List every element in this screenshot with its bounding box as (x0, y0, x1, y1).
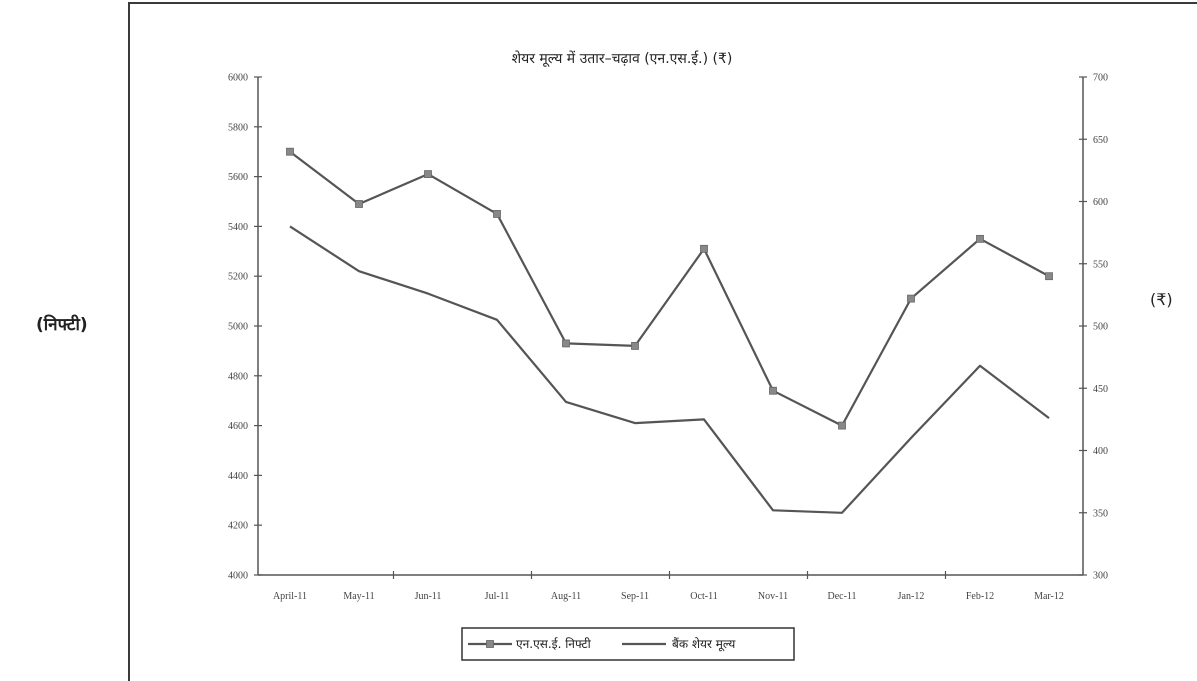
series-1-point (838, 421, 846, 430)
legend-label-2: बैंक शेयर मूल्य (672, 637, 736, 652)
right-axis-tick-label: 400 (1093, 446, 1108, 457)
series-1-point (631, 342, 639, 350)
left-axis-tick-label: 4800 (228, 371, 248, 382)
legend-marker-1 (486, 640, 494, 648)
series-1-point (493, 210, 501, 218)
right-axis-tick-label: 700 (1093, 73, 1108, 84)
left-axis-tick-label: 5600 (228, 172, 248, 183)
series-1-point (907, 294, 915, 303)
series-1-point (1045, 272, 1053, 281)
left-axis-tick-label: 5000 (228, 322, 248, 333)
right-axis-tick-label: 550 (1093, 259, 1108, 270)
x-axis-tick-label: Sep-11 (621, 591, 649, 602)
series-1-point (355, 200, 363, 208)
series-1-point (769, 386, 777, 395)
x-axis-tick-label: Feb-12 (966, 591, 994, 602)
series-line-2 (289, 225, 1050, 514)
right-axis-tick-label: 650 (1093, 135, 1108, 146)
x-axis-tick-label: Jul-11 (485, 591, 510, 602)
left-axis-tick-label: 5400 (228, 222, 248, 233)
x-axis-tick-label: April-11 (273, 591, 307, 602)
series-group (286, 147, 1053, 514)
x-axis-tick-label: Oct-11 (690, 591, 717, 602)
left-axis-tick-label: 5800 (228, 122, 248, 133)
x-axis-tick-label: Dec-11 (827, 591, 856, 602)
right-axis-tick-label: 600 (1093, 197, 1108, 208)
series-1-point (562, 339, 570, 348)
x-axis-tick-label: Mar-12 (1034, 591, 1064, 602)
left-axis-tick-label: 4000 (228, 571, 248, 582)
x-axis-tick-label: Jan-12 (898, 591, 925, 602)
series-1-point (976, 234, 984, 243)
series-1-point (424, 170, 432, 179)
left-axis-tick-label: 6000 (228, 73, 248, 84)
series-1-point (700, 244, 708, 253)
x-axis-tick-label: Nov-11 (758, 591, 788, 602)
x-axis-tick-label: May-11 (343, 591, 374, 602)
left-axis-tick-label: 5200 (228, 272, 248, 283)
right-axis-tick-label: 450 (1093, 384, 1108, 395)
left-axis-tick-label: 4400 (228, 471, 248, 482)
left-axis-tick-label: 4200 (228, 521, 248, 532)
legend-label-1: एन.एस.ई. निफ्टी (516, 637, 592, 651)
chart-title: शेयर मूल्य में उतार–चढ़ाव (एन.एस.ई.) (₹) (512, 50, 733, 67)
x-axis-tick-label: Aug-11 (551, 591, 581, 602)
left-axis-unit-label: (निफ्टी) (36, 315, 88, 335)
left-axis-tick-label: 4600 (228, 421, 248, 432)
axes-group: 4000 4200 4400 4600 4800 5000 5200 5400 5600 5800… (228, 73, 1108, 603)
right-axis-tick-label: 500 (1093, 322, 1108, 333)
right-axis-tick-label: 300 (1093, 571, 1108, 582)
series-1-point (286, 147, 294, 156)
series-line-1 (289, 150, 1050, 427)
chart-frame (128, 2, 1197, 681)
right-axis-tick-label: 350 (1093, 508, 1108, 519)
x-axis-tick-label: Jun-11 (415, 591, 442, 602)
legend: एन.एस.ई. निफ्टी बैंक शेयर मूल्य (461, 627, 795, 661)
right-axis-unit-label: (₹) (1150, 290, 1173, 309)
